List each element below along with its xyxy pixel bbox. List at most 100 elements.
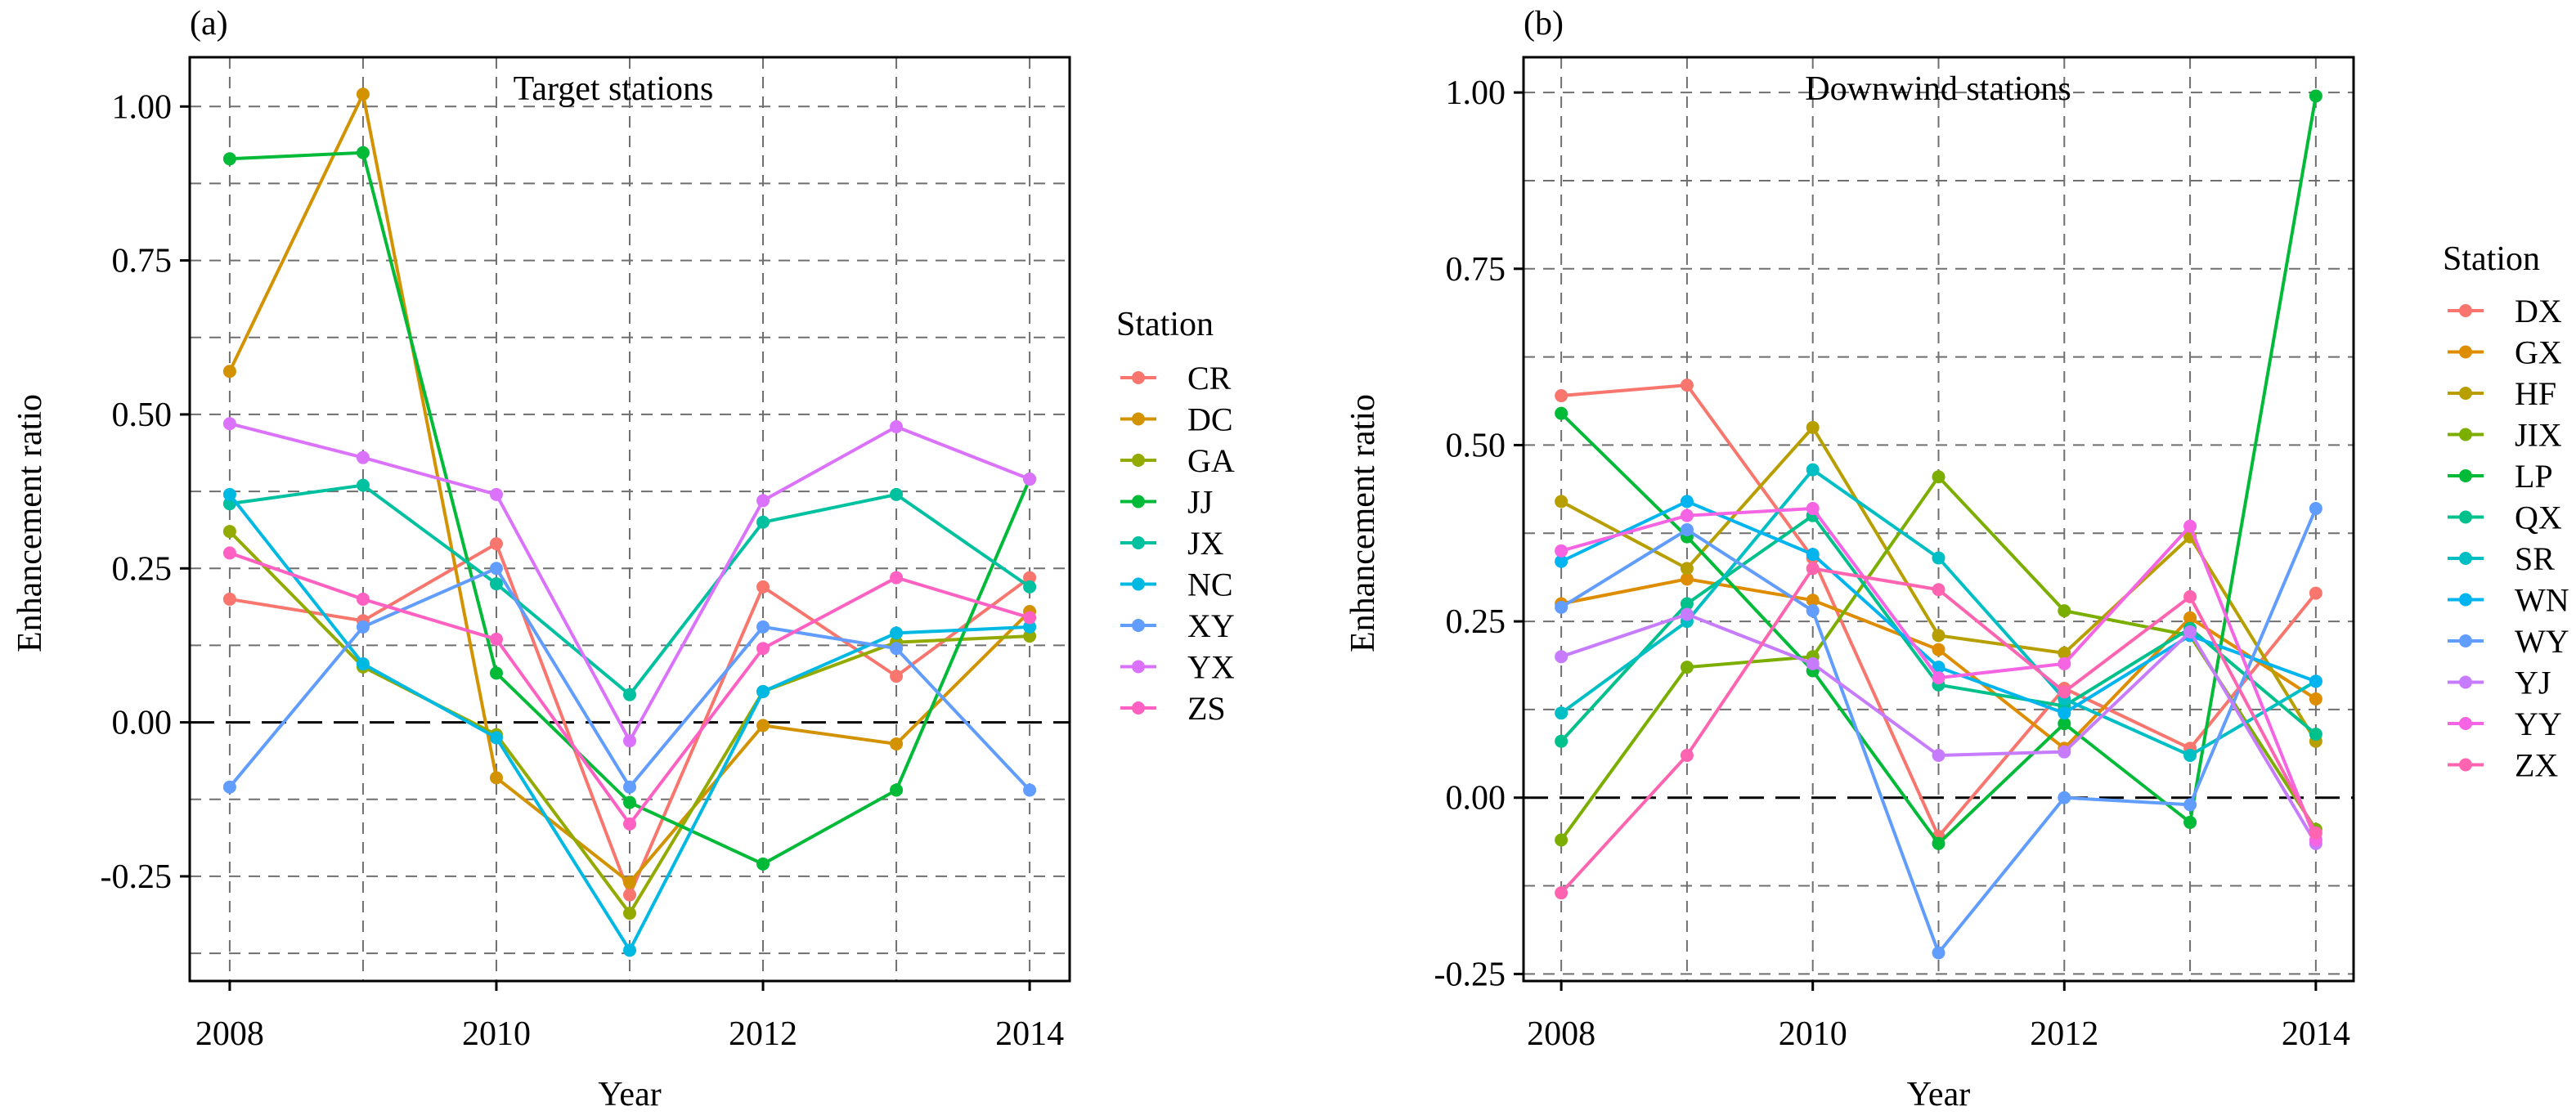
panel-title: Downwind stations bbox=[1805, 70, 2071, 108]
data-point-cr bbox=[623, 888, 636, 902]
data-point-wy bbox=[1555, 600, 1568, 614]
data-point-cr bbox=[1023, 571, 1037, 585]
legend-item-jix: JIX bbox=[2448, 417, 2562, 454]
data-point-wy bbox=[2309, 502, 2322, 516]
series-lp bbox=[1555, 89, 2322, 850]
y-tick-label: 0.75 bbox=[112, 243, 173, 280]
legend-label: XY bbox=[1187, 607, 1235, 644]
data-point-gx bbox=[1932, 643, 1945, 656]
data-point-yx bbox=[489, 487, 503, 501]
legend: Station CR DC GA JJ JX NC XY YX ZS bbox=[1116, 306, 1235, 727]
y-tick-label: 0.25 bbox=[112, 550, 173, 588]
data-point-zs bbox=[1023, 611, 1037, 625]
data-point-dx bbox=[2309, 586, 2322, 600]
legend-label: WY bbox=[2515, 623, 2569, 660]
data-point-jj bbox=[756, 857, 770, 871]
legend-label: NC bbox=[1187, 567, 1233, 603]
data-point-zx bbox=[2058, 685, 2071, 699]
data-point-jj bbox=[623, 795, 636, 809]
data-point-hf bbox=[1806, 420, 1820, 434]
legend-item-lp: LP bbox=[2448, 458, 2553, 495]
data-point-wn bbox=[1806, 548, 1820, 562]
data-point-zs bbox=[356, 592, 370, 606]
legend-label: YY bbox=[2515, 706, 2562, 742]
data-point-wy bbox=[2183, 798, 2197, 812]
legend-swatch-point bbox=[1132, 619, 1145, 632]
legend-swatch-point bbox=[1132, 536, 1145, 549]
data-point-cr bbox=[222, 592, 236, 606]
data-point-nc bbox=[222, 487, 236, 501]
x-axis-title: Year bbox=[598, 1076, 661, 1113]
series-jx bbox=[222, 478, 1037, 701]
data-point-yx bbox=[756, 494, 770, 508]
y-tick-label: 0.25 bbox=[1446, 603, 1506, 641]
legend-item-nc: NC bbox=[1120, 567, 1233, 603]
legend-item-zs: ZS bbox=[1120, 690, 1226, 727]
series-yx bbox=[222, 417, 1037, 748]
legend: Station DX GX HF JIX LP QX SR WN WY YJ YY ZX bbox=[2443, 240, 2569, 784]
x-tick-label: 2008 bbox=[1527, 1015, 1595, 1053]
legend-swatch-point bbox=[2459, 428, 2472, 441]
series-yy bbox=[1555, 502, 2322, 847]
y-tick-label: 0.50 bbox=[1446, 427, 1506, 464]
x-tick-label: 2014 bbox=[995, 1015, 1064, 1053]
legend-label: QX bbox=[2515, 500, 2562, 536]
plot-frame bbox=[188, 56, 1071, 983]
legend-label: GA bbox=[1187, 442, 1235, 479]
data-point-cr bbox=[489, 537, 503, 551]
data-point-dc bbox=[756, 719, 770, 732]
data-point-xy bbox=[356, 620, 370, 634]
data-point-sr bbox=[1555, 706, 1568, 720]
data-point-lp bbox=[2183, 815, 2197, 829]
legend-item-dx: DX bbox=[2448, 293, 2562, 329]
data-point-jx bbox=[756, 515, 770, 529]
data-point-zs bbox=[623, 817, 636, 831]
data-point-zx bbox=[1680, 748, 1694, 762]
legend-item-wy: WY bbox=[2448, 623, 2569, 660]
legend-label: JIX bbox=[2515, 417, 2562, 454]
legend-label: JJ bbox=[1187, 484, 1213, 521]
data-point-sr bbox=[2183, 748, 2197, 762]
panel-label: (b) bbox=[1524, 5, 1564, 43]
data-point-cr bbox=[890, 670, 904, 683]
data-point-hf bbox=[1932, 629, 1945, 643]
data-point-lp bbox=[2309, 89, 2322, 103]
data-point-jj bbox=[222, 152, 236, 166]
data-point-yy bbox=[1806, 502, 1820, 516]
legend-item-sr: SR bbox=[2448, 540, 2555, 577]
data-point-xy bbox=[222, 780, 236, 794]
data-point-yj bbox=[1806, 656, 1820, 670]
legend-item-yy: YY bbox=[2448, 706, 2562, 742]
legend-label: JX bbox=[1187, 525, 1224, 562]
legend-item-yj: YJ bbox=[2448, 665, 2551, 701]
data-point-zx bbox=[2183, 589, 2197, 603]
data-point-nc bbox=[356, 657, 370, 671]
y-tick-label: 0.00 bbox=[1446, 780, 1506, 818]
data-point-dx bbox=[1680, 379, 1694, 392]
data-point-jix bbox=[1555, 833, 1568, 847]
data-point-yx bbox=[623, 734, 636, 748]
legend-swatch-point bbox=[2459, 304, 2472, 317]
legend-swatch-point bbox=[1132, 412, 1145, 426]
data-point-xy bbox=[623, 780, 636, 794]
legend-label: WN bbox=[2515, 582, 2569, 619]
legend-label: ZS bbox=[1187, 690, 1226, 727]
data-point-dx bbox=[1555, 389, 1568, 403]
data-point-yx bbox=[1023, 473, 1037, 486]
data-point-wy bbox=[2058, 791, 2071, 804]
data-point-gx bbox=[1806, 594, 1820, 607]
data-point-nc bbox=[489, 731, 503, 745]
legend-item-zx: ZX bbox=[2448, 747, 2558, 784]
data-point-yy bbox=[2183, 519, 2197, 533]
data-point-dc bbox=[222, 365, 236, 379]
data-point-dc bbox=[489, 771, 503, 785]
data-point-ga bbox=[222, 525, 236, 539]
panel-label: (a) bbox=[190, 5, 228, 43]
data-point-qx bbox=[2309, 728, 2322, 741]
data-point-zs bbox=[890, 571, 904, 585]
legend-title: Station bbox=[1116, 306, 1214, 343]
legend-swatch-point bbox=[2459, 593, 2472, 607]
data-point-yj bbox=[1555, 650, 1568, 664]
y-tick-label: 0.75 bbox=[1446, 251, 1506, 289]
